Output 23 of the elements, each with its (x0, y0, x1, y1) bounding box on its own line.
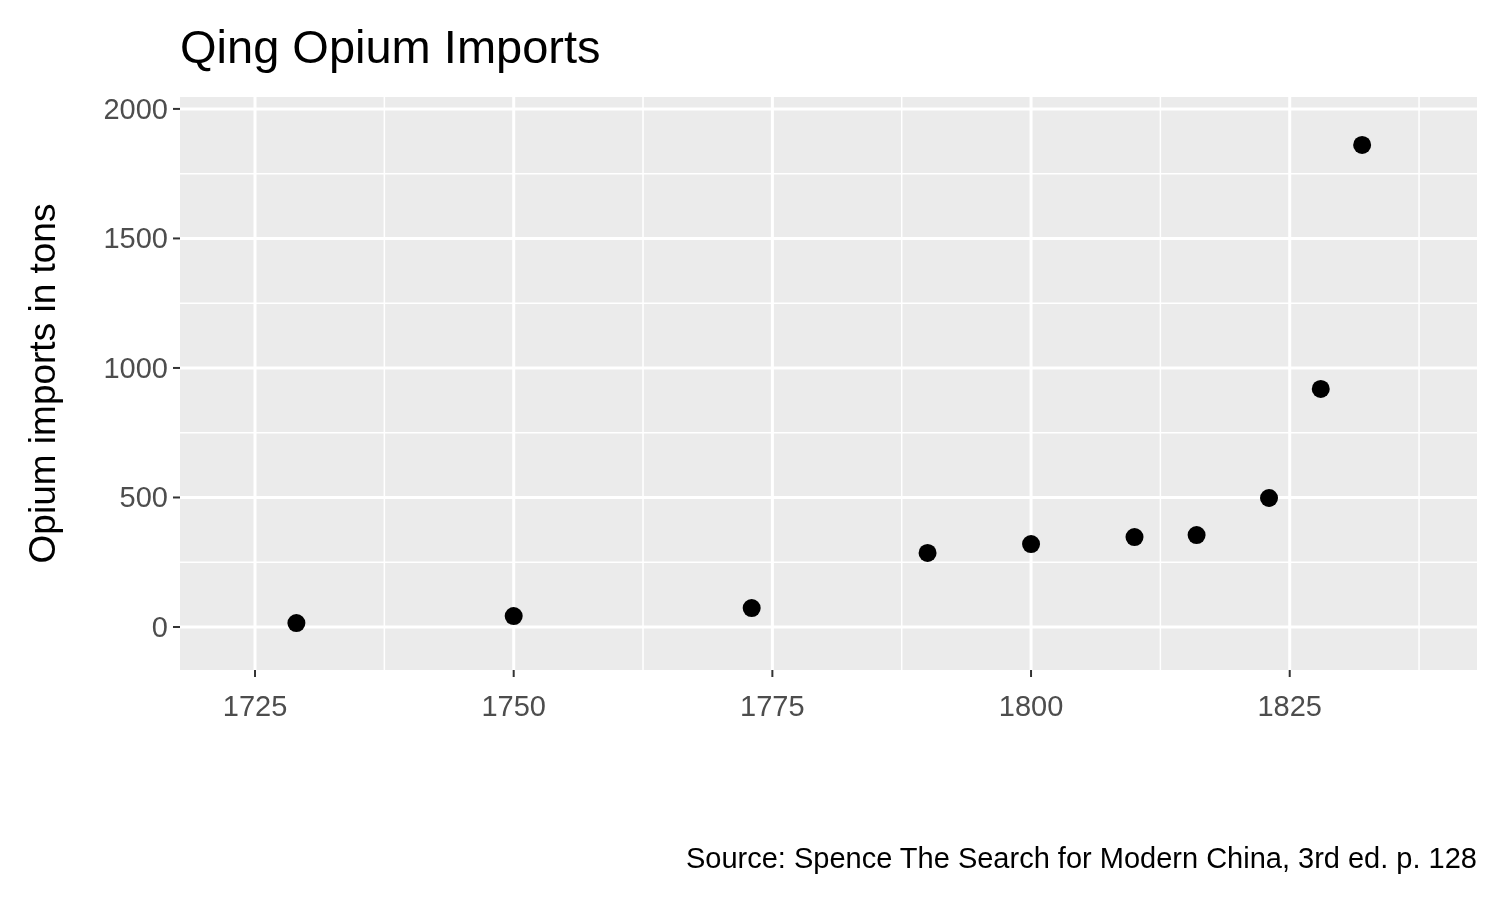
point (1311, 379, 1330, 398)
point (918, 543, 937, 562)
x-tick-label: 1750 (481, 690, 546, 722)
point (1022, 535, 1041, 554)
point (1260, 489, 1279, 507)
y-axis-title: Opium imports in tons (22, 203, 63, 564)
point (287, 614, 306, 633)
source-note: Source: Spence The Search for Modern China, 3rd ed. p. 128 (685, 842, 1477, 874)
point (1187, 526, 1206, 545)
x-tick-label: 1725 (222, 690, 288, 722)
point (1353, 135, 1372, 154)
point (742, 599, 761, 618)
y-tick-label: 500 (119, 481, 168, 514)
y-tick-label: 1000 (103, 351, 168, 384)
x-tick-label: 1800 (998, 690, 1064, 722)
x-tick-label: 1775 (740, 690, 805, 722)
x-tick-label: 1825 (1257, 690, 1322, 722)
point (504, 607, 523, 626)
y-tick-label: 2000 (103, 92, 168, 125)
y-tick-label: 1500 (103, 222, 168, 255)
point (1125, 528, 1144, 547)
chart-title: Qing Opium Imports (180, 20, 601, 73)
y-tick-label: 0 (151, 611, 168, 643)
